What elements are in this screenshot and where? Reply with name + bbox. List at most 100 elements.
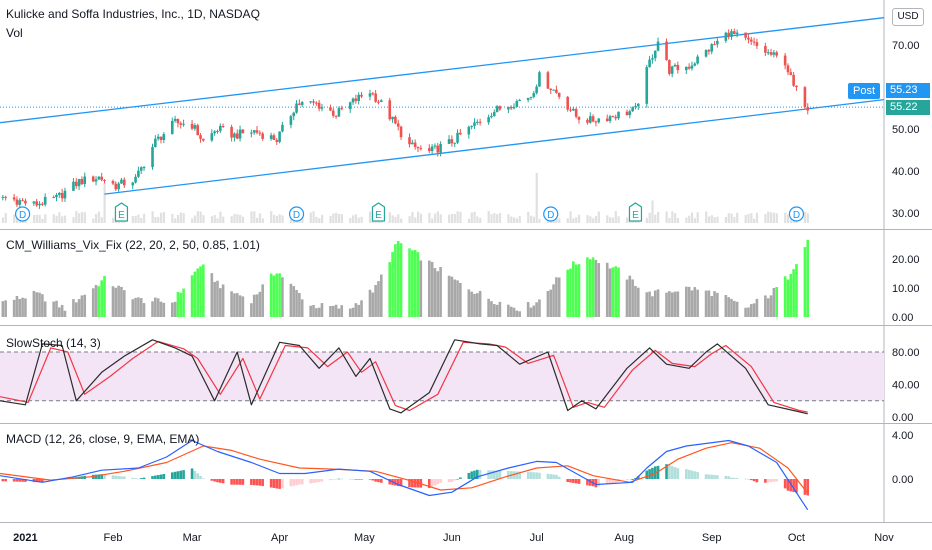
macd-histogram-bar: [255, 479, 259, 486]
vix-bar: [176, 291, 180, 317]
candle-body: [775, 52, 778, 56]
candle-body: [120, 179, 123, 184]
candle-body: [117, 183, 120, 190]
macd-title: MACD (12, 26, close, 9, EMA, EMA): [6, 432, 200, 446]
volume-bar: [360, 216, 363, 223]
vix-bar: [43, 301, 47, 317]
candle-body: [35, 201, 39, 206]
macd-histogram-bar: [447, 479, 451, 483]
candle-body: [233, 133, 236, 138]
stoch-k-line: [0, 339, 808, 415]
vix-bar: [134, 297, 137, 317]
vix-bar: [518, 311, 521, 317]
vix-bar: [806, 239, 810, 317]
vix-bar: [21, 297, 24, 317]
macd-histogram-bar: [408, 479, 411, 488]
candle-body: [58, 192, 61, 195]
volume-bar: [414, 217, 417, 223]
candle-body: [552, 89, 555, 91]
currency-button[interactable]: USD: [892, 8, 924, 26]
macd-histogram-bar: [676, 468, 680, 479]
x-tick-label: Sep: [702, 532, 722, 544]
vix-axis-label: 0.00: [892, 312, 913, 324]
dividend-d-icon: [788, 206, 805, 222]
candle-body: [467, 126, 471, 135]
macd-histogram-bar: [653, 466, 657, 479]
volume-bar: [256, 217, 259, 223]
vix-bar: [159, 301, 163, 317]
macd-histogram-bar: [507, 471, 510, 479]
dividend-d-icon: [14, 206, 31, 222]
price-axis-label: 40.00: [892, 166, 920, 178]
macd-histogram-bar: [529, 472, 533, 479]
vix-bar: [430, 261, 434, 317]
macd-histogram-bar: [331, 479, 335, 480]
vix-bar: [142, 303, 146, 317]
macd-histogram-bar: [199, 475, 202, 479]
macd-histogram-bar: [450, 479, 454, 482]
vix-bar: [611, 267, 615, 317]
candle-body: [91, 176, 95, 182]
macd-histogram-bar: [252, 479, 256, 486]
volume-bar: [315, 216, 318, 223]
volume-bar: [767, 211, 770, 223]
volume-bar: [572, 218, 575, 223]
candle-body: [111, 180, 115, 184]
vix-bar: [91, 288, 95, 317]
vix-bar: [74, 302, 78, 317]
candle-body: [371, 93, 375, 95]
macd-histogram-bar: [131, 477, 135, 479]
volume-bar: [349, 217, 352, 223]
candle-body: [261, 133, 264, 139]
volume-bar: [174, 218, 177, 223]
candle-body: [487, 117, 490, 123]
volume-label: Vol: [6, 26, 23, 40]
candle-body: [419, 148, 423, 150]
volume-bar: [332, 213, 335, 223]
volume-bar: [236, 214, 239, 223]
candle-body: [476, 121, 479, 123]
volume-bar: [176, 215, 180, 223]
macd-histogram-bar: [476, 469, 479, 479]
volume-bar: [100, 217, 103, 223]
candle-body: [744, 32, 747, 38]
candle-body: [535, 86, 538, 94]
macd-histogram-bar: [43, 479, 47, 482]
candle-body: [509, 106, 513, 109]
volume-bar: [230, 216, 233, 223]
candle-body: [170, 120, 174, 135]
vix-bar: [190, 275, 194, 317]
volume-bar: [733, 217, 736, 223]
volume-bar: [730, 213, 733, 223]
volume-bar: [61, 216, 64, 223]
vix-bar: [555, 277, 558, 317]
vix-bar: [467, 289, 471, 317]
vix-bar: [114, 287, 118, 317]
vix-bar: [586, 257, 589, 317]
macd-histogram-bar: [218, 479, 222, 483]
volume-bar: [467, 218, 471, 223]
volume-bar: [470, 212, 473, 223]
volume-bar: [182, 213, 185, 223]
vix-bar: [117, 285, 120, 317]
x-tick-label: Oct: [788, 532, 805, 544]
macd-histogram-bar: [766, 479, 770, 483]
macd-histogram-bar: [411, 479, 414, 488]
candle-body: [41, 203, 44, 205]
vix-bar: [588, 259, 592, 317]
candle-body: [631, 107, 634, 112]
vix-bar: [733, 300, 736, 317]
candle-body: [190, 123, 194, 129]
candle-body: [142, 167, 146, 169]
vix-bar: [755, 298, 759, 317]
volume-bar: [459, 211, 462, 223]
candle-body: [21, 200, 24, 202]
vix-bar: [713, 291, 716, 317]
vix-bar: [12, 299, 16, 317]
volume-bar: [391, 215, 394, 223]
macd-histogram-bar: [122, 476, 126, 479]
vix-bar: [58, 307, 61, 317]
macd-histogram-bar: [631, 479, 634, 480]
vix-bar: [233, 293, 236, 317]
